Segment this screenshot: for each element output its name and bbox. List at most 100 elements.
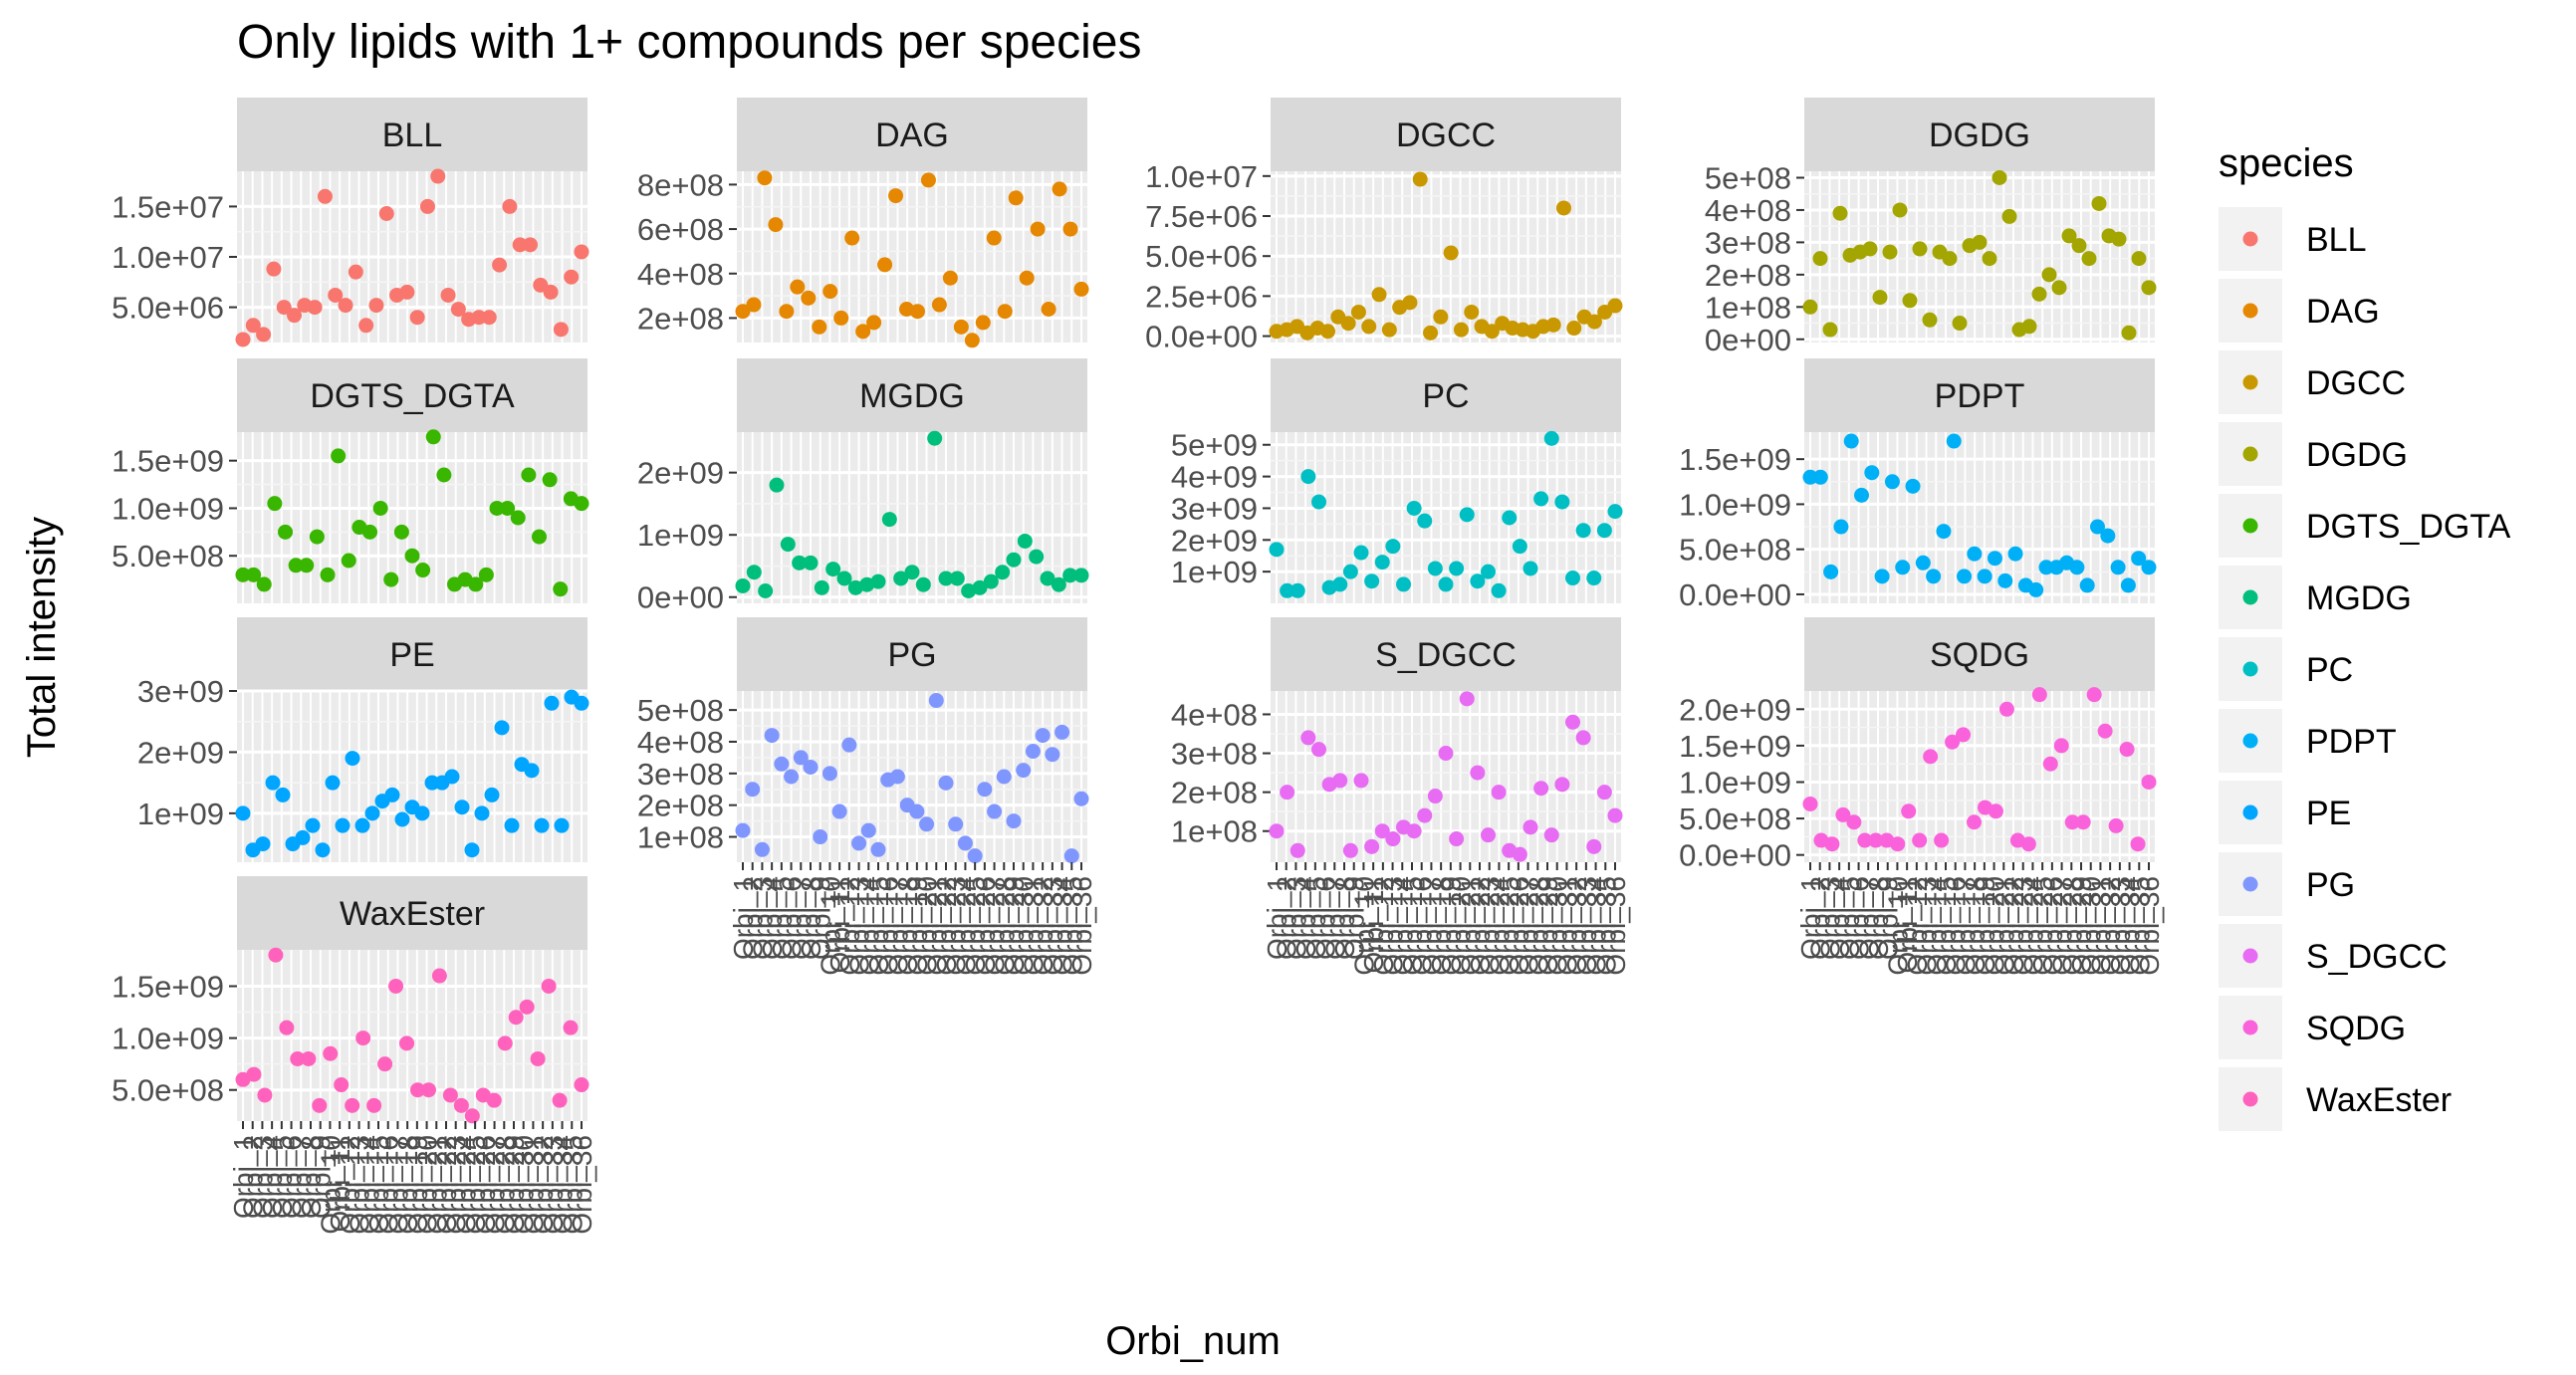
data-point xyxy=(1522,819,1538,835)
data-point xyxy=(1045,747,1060,763)
facet-strip xyxy=(737,358,1087,432)
data-point xyxy=(1320,324,1336,340)
x-tick-label: Orbi_11 xyxy=(325,1135,355,1233)
legend-item-s-dgcc: S_DGCC xyxy=(2219,924,2448,988)
data-point xyxy=(454,800,470,815)
facet-strip-label: S_DGCC xyxy=(1375,636,1517,674)
data-point xyxy=(419,198,435,214)
data-point xyxy=(564,269,580,285)
data-point xyxy=(2007,546,2023,562)
data-point xyxy=(464,1108,480,1124)
data-point xyxy=(1396,576,1411,592)
data-point xyxy=(1427,561,1443,576)
data-point xyxy=(553,581,569,597)
data-point xyxy=(299,558,315,573)
x-tick-label: Orbi_1 xyxy=(1262,876,1292,960)
x-tick-label: Orbi_9 xyxy=(306,1135,337,1219)
data-point xyxy=(949,571,965,586)
data-point xyxy=(975,315,991,331)
y-tick-label: 1.5e+09 xyxy=(1679,442,1791,477)
data-point xyxy=(927,430,943,446)
facet-strip xyxy=(737,98,1087,171)
legend-swatch xyxy=(2242,589,2258,605)
data-point xyxy=(1502,510,1518,526)
y-tick-label: 1e+09 xyxy=(1171,555,1258,589)
data-point xyxy=(404,548,420,564)
data-point xyxy=(1854,487,1870,503)
x-tick-label: Orbi_10 xyxy=(1348,876,1379,976)
data-point xyxy=(769,477,785,493)
data-point xyxy=(312,1097,328,1113)
data-point xyxy=(521,467,537,483)
legend-label: BLL xyxy=(2306,221,2367,259)
x-tick-label: Orbi_32 xyxy=(1561,876,1592,976)
data-point xyxy=(1977,569,1992,584)
facet-panel-dgcc: DGCC 0.0e+00 2.5e+06 5.0e+06 7.5e+06 1.0e+07 xyxy=(1145,98,1623,354)
data-point xyxy=(317,188,333,204)
facet-strip-label: WaxEster xyxy=(340,895,485,933)
legend-swatch xyxy=(2242,518,2258,534)
data-point xyxy=(1586,571,1602,586)
data-point xyxy=(1833,519,1849,535)
data-point xyxy=(757,170,773,186)
y-tick-label: 2e+09 xyxy=(637,456,724,491)
facet-strip xyxy=(1271,98,1621,171)
data-point xyxy=(919,816,935,832)
data-point xyxy=(825,562,841,577)
data-point xyxy=(735,822,751,838)
data-point xyxy=(320,567,336,582)
legend-item-dgdg: DGDG xyxy=(2219,422,2408,486)
data-point xyxy=(1575,730,1591,746)
facet-strip xyxy=(1271,358,1621,432)
data-point xyxy=(1364,573,1380,589)
x-tick-label: Orbi_7 xyxy=(1319,876,1350,960)
data-point xyxy=(1912,832,1928,848)
data-point xyxy=(430,168,446,184)
x-tick-label: Orbi_20 xyxy=(1980,876,2010,976)
data-point xyxy=(1586,838,1602,854)
data-point xyxy=(431,968,447,984)
data-point xyxy=(1073,791,1089,806)
data-point xyxy=(938,571,954,586)
legend-title: species xyxy=(2219,141,2354,185)
x-tick-label: Orbi_10 xyxy=(815,876,845,976)
y-tick-label: 5.0e+08 xyxy=(1679,802,1791,836)
data-point xyxy=(803,555,819,571)
data-point xyxy=(1051,576,1066,592)
y-tick-label: 2e+09 xyxy=(137,735,224,770)
data-point xyxy=(1607,504,1623,520)
data-point xyxy=(1884,474,1900,490)
data-point xyxy=(893,571,909,586)
data-point xyxy=(563,1020,579,1035)
legend-item-sqdg: SQDG xyxy=(2219,996,2406,1059)
facet-strip-label: BLL xyxy=(382,116,443,154)
legend-swatch xyxy=(2242,1091,2258,1107)
data-point xyxy=(2110,560,2126,575)
facet-strip xyxy=(1804,617,2155,691)
data-point xyxy=(1332,576,1348,592)
data-point xyxy=(1812,469,1828,485)
data-point xyxy=(1554,494,1570,510)
data-point xyxy=(1438,746,1454,762)
data-point xyxy=(481,310,497,326)
data-point xyxy=(1565,571,1580,586)
y-tick-label: 3e+09 xyxy=(1171,491,1258,526)
data-point xyxy=(1062,221,1078,237)
facet-strip xyxy=(1804,98,2155,171)
data-point xyxy=(1017,533,1033,549)
x-tick-label: Orbi_8 xyxy=(1329,876,1360,960)
data-point xyxy=(1967,546,1983,562)
x-tick-label: Orbi_11 xyxy=(1358,876,1389,974)
x-tick-label: Orbi_30 xyxy=(2076,876,2107,976)
x-tick-label: Orbi_29 xyxy=(499,1135,530,1235)
data-point xyxy=(803,759,819,775)
data-point xyxy=(235,805,251,821)
x-tick-label: Orbi_12 xyxy=(834,876,865,976)
data-point xyxy=(399,284,415,300)
legend-swatch xyxy=(2242,804,2258,820)
legend-label: DAG xyxy=(2306,293,2380,331)
y-tick-label: 3e+08 xyxy=(1705,225,1791,260)
data-point xyxy=(524,763,540,779)
data-point xyxy=(1470,765,1486,781)
data-point xyxy=(255,836,271,852)
